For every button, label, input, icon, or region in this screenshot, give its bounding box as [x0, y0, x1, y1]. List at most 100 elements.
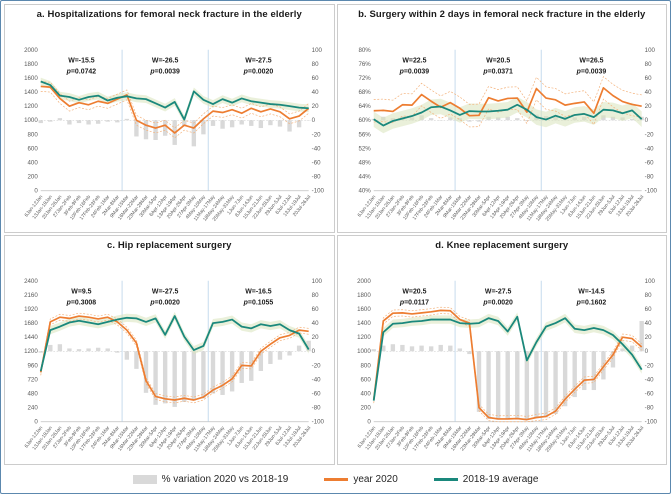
chart-legend: % variation 2020 vs 2018-19 year 2020 20…	[3, 466, 668, 493]
svg-text:W=-16.5: W=-16.5	[245, 289, 272, 296]
svg-text:-80: -80	[312, 174, 321, 181]
svg-text:80: 80	[312, 292, 319, 299]
svg-text:600: 600	[360, 377, 371, 384]
svg-text:p=0.0020: p=0.0020	[243, 69, 274, 76]
svg-text:20: 20	[312, 335, 319, 342]
svg-text:1680: 1680	[24, 320, 38, 327]
svg-text:52%: 52%	[358, 145, 371, 152]
panel-c-title: c. Hip replacement surgery	[106, 240, 232, 252]
svg-text:1200: 1200	[24, 349, 38, 356]
svg-text:240: 240	[28, 405, 39, 412]
svg-text:-40: -40	[644, 377, 653, 384]
legend-label-variation: % variation 2020 vs 2018-19	[161, 474, 289, 486]
svg-text:1000: 1000	[24, 117, 38, 124]
svg-text:100: 100	[312, 278, 323, 285]
legend-label-year2020: year 2020	[353, 474, 398, 486]
svg-text:600: 600	[28, 145, 39, 152]
svg-text:W=-14.5: W=-14.5	[578, 289, 605, 296]
svg-text:40%: 40%	[358, 188, 371, 195]
svg-text:1400: 1400	[24, 89, 38, 96]
svg-text:1000: 1000	[357, 349, 371, 356]
svg-text:-80: -80	[644, 174, 653, 181]
svg-text:44%: 44%	[358, 174, 371, 181]
legend-item-year2020: year 2020	[324, 474, 398, 486]
svg-text:72%: 72%	[358, 75, 371, 82]
svg-text:0: 0	[367, 419, 371, 426]
panel-d: d. Knee replacement surgery 0 200 400 600 80…	[336, 235, 667, 465]
svg-text:W=-27.5: W=-27.5	[245, 58, 272, 65]
legend-item-variation: % variation 2020 vs 2018-19	[132, 474, 289, 486]
svg-text:1400: 1400	[357, 320, 371, 327]
svg-text:-40: -40	[312, 145, 321, 152]
svg-text:-100: -100	[644, 188, 657, 195]
svg-text:800: 800	[28, 131, 39, 138]
svg-text:-20: -20	[644, 363, 653, 370]
svg-text:1440: 1440	[24, 335, 38, 342]
svg-text:p=0.3008: p=0.3008	[66, 300, 97, 307]
svg-text:-40: -40	[644, 145, 653, 152]
svg-text:-20: -20	[312, 363, 321, 370]
svg-text:2160: 2160	[24, 292, 38, 299]
svg-text:1200: 1200	[357, 335, 371, 342]
svg-text:68%: 68%	[358, 89, 371, 96]
svg-text:100: 100	[644, 47, 655, 54]
svg-text:56%: 56%	[358, 131, 371, 138]
svg-text:200: 200	[360, 405, 371, 412]
legend-item-average: 2018-19 average	[433, 474, 539, 486]
svg-text:60: 60	[312, 75, 319, 82]
panel-b-title: b. Surgery within 2 days in femoral neck…	[358, 9, 646, 20]
svg-text:W=9.5: W=9.5	[71, 289, 91, 296]
legend-label-average: 2018-19 average	[462, 474, 539, 486]
svg-text:-20: -20	[644, 131, 653, 138]
svg-text:800: 800	[360, 363, 371, 370]
svg-text:p=0.0020: p=0.0020	[149, 300, 180, 307]
svg-text:-100: -100	[644, 419, 657, 426]
svg-text:1800: 1800	[357, 292, 371, 299]
svg-text:40: 40	[312, 320, 319, 327]
panel-c: c. Hip replacement surgery 0 240 480 720 960…	[4, 235, 335, 465]
svg-text:2000: 2000	[357, 278, 371, 285]
svg-text:W=22.5: W=22.5	[402, 58, 426, 65]
svg-text:p=0.0039: p=0.0039	[575, 69, 606, 76]
svg-text:0: 0	[644, 117, 648, 124]
panel-a: a. Hospitalizations for femoral neck fra…	[4, 4, 335, 234]
svg-text:20: 20	[644, 335, 651, 342]
svg-text:-100: -100	[312, 419, 325, 426]
svg-text:100: 100	[312, 47, 323, 54]
svg-text:p=0.0117: p=0.0117	[398, 300, 428, 307]
svg-text:480: 480	[28, 391, 39, 398]
svg-text:48%: 48%	[358, 160, 371, 167]
svg-text:60: 60	[312, 306, 319, 313]
svg-text:2000: 2000	[24, 47, 38, 54]
panel-c-chart: 0 240 480 720 960 1200 1440 1680 1920 2160 2400 -10…	[24, 278, 325, 454]
average-line-swatch	[433, 478, 458, 482]
svg-text:40: 40	[644, 89, 651, 96]
svg-text:W=-15.5: W=-15.5	[68, 58, 95, 65]
svg-text:0: 0	[34, 188, 38, 195]
panel-d-chart: 0200400600800100012001400160018002000-10…	[356, 278, 657, 454]
panels-grid: a. Hospitalizations for femoral neck fra…	[3, 3, 668, 466]
svg-text:1920: 1920	[24, 306, 38, 313]
svg-text:200: 200	[28, 174, 39, 181]
svg-text:80%: 80%	[358, 47, 371, 54]
svg-text:0: 0	[312, 349, 316, 356]
panel-b: b. Surgery within 2 days in femoral neck…	[336, 4, 667, 234]
svg-text:960: 960	[28, 363, 39, 370]
svg-text:2400: 2400	[24, 278, 38, 285]
svg-text:-40: -40	[312, 377, 321, 384]
svg-text:-60: -60	[644, 160, 653, 167]
panel-d-title: d. Knee replacement surgery	[435, 240, 569, 252]
svg-text:0: 0	[644, 349, 648, 356]
svg-text:80: 80	[644, 61, 651, 68]
svg-text:-20: -20	[312, 131, 321, 138]
svg-text:W=20.5: W=20.5	[402, 289, 426, 296]
svg-text:-60: -60	[644, 391, 653, 398]
svg-text:60: 60	[644, 75, 651, 82]
svg-text:W=20.5: W=20.5	[486, 58, 510, 65]
svg-text:-80: -80	[312, 405, 321, 412]
svg-text:0: 0	[312, 117, 316, 124]
svg-text:-100: -100	[312, 188, 325, 195]
svg-text:60: 60	[644, 306, 651, 313]
svg-text:60%: 60%	[358, 117, 371, 124]
